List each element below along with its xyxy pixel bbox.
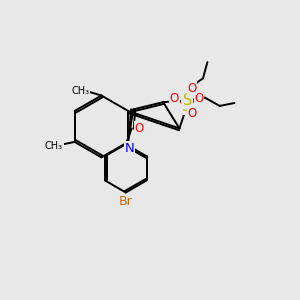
Text: O: O bbox=[194, 92, 204, 105]
Text: S: S bbox=[183, 93, 192, 108]
Text: O: O bbox=[134, 122, 144, 135]
Text: O: O bbox=[187, 82, 196, 95]
Text: S: S bbox=[182, 99, 191, 114]
Text: CH₃: CH₃ bbox=[45, 141, 63, 151]
Text: O: O bbox=[187, 106, 196, 119]
Text: N: N bbox=[125, 142, 134, 155]
Text: Br: Br bbox=[119, 195, 133, 208]
Text: CH₃: CH₃ bbox=[71, 85, 89, 95]
Text: O: O bbox=[170, 92, 179, 105]
